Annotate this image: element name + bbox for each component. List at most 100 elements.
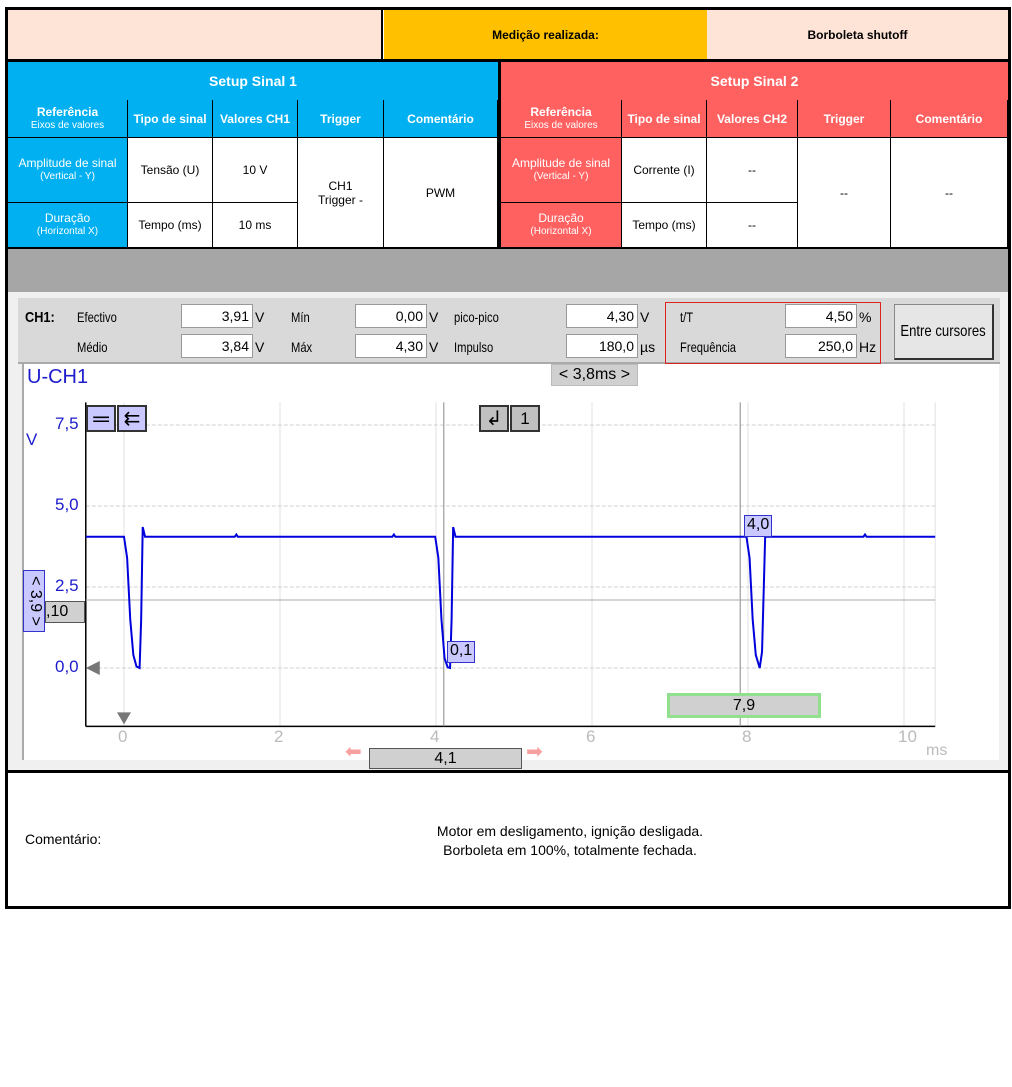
measurement-value: 180,0 [566,334,638,358]
header-label: Comentário [915,111,983,126]
comment-cell: -- [891,138,1008,248]
comment-line: Borboleta em 100%, totalmente fechada. [443,842,697,858]
row-ref: Amplitude de sinal [18,156,117,170]
volt-delta-label[interactable]: < 3,9 > [23,570,45,632]
trigger-channel[interactable]: 1 [510,405,540,432]
column-header: Valores CH2 [707,100,798,138]
channel-value: -- [748,218,756,232]
comment-label: Comentário: [25,831,102,847]
separator-band [8,248,1008,293]
y-tick-label: 7,5 [55,414,79,433]
column-header: Referência Eixos de valores [501,100,622,138]
x-tick-label: 2 [274,727,284,746]
measurement-unit: V [429,339,439,355]
row-ref-sub: (Vertical - Y) [533,171,589,182]
x-tick-label: 8 [742,727,752,746]
volt-delta-text: < 3,9 > [27,576,44,626]
y-tick-label: 5,0 [55,495,79,514]
header-label: Trigger [823,111,865,126]
y-axis-unit: V [26,430,38,449]
divider [8,59,1008,62]
setup-comment: PWM [425,185,456,200]
row-ref-sub: (Horizontal X) [530,226,592,237]
measurement-label: Máx [291,339,313,355]
column-header: Tipo de sinal [128,100,213,138]
header-label: Tipo de sinal [133,111,207,126]
report-frame [5,7,1011,909]
channel-value-cell: -- [707,138,798,203]
trigger-sub: Trigger - [318,192,363,207]
measurement-value: 250,0 [785,334,857,358]
scroll-right-arrow-icon[interactable]: ➡ [526,741,543,763]
measurement-label: t/T [680,309,694,325]
signal-type-cell: Tempo (ms) [128,203,213,248]
row-header: Duração (Horizontal X) [501,203,622,248]
measurement-value: 4,30 [566,304,638,328]
setup-comment: -- [945,185,953,200]
cursor-a-handle[interactable]: 4,1 [369,748,522,769]
signal-type-cell: Tensão (U) [128,138,213,203]
measurement-unit: µs [640,339,656,355]
measurement-value: 0,00 [355,304,427,328]
channel-title: U-CH1 [27,366,89,388]
between-cursors-label: Entre cursores [900,322,987,340]
row-ref-sub: (Vertical - Y) [40,171,95,182]
measurement-unit: V [255,309,265,325]
column-header: Valores CH1 [213,100,298,138]
channel-value-cell: -- [707,203,798,248]
header-sublabel: Eixos de valores [524,119,598,131]
equal-scale-icon[interactable]: ═ [86,405,116,432]
between-cursors-button[interactable]: Entre cursores [894,304,994,360]
row-header: Duração (Horizontal X) [8,203,128,248]
divider [8,770,1008,773]
comment-text: Motor em desligamento, ignição desligada… [300,822,840,860]
trigger-value: CH1 [328,178,353,193]
cursor-b-handle[interactable]: 7,9 [667,693,821,718]
header-label: Valores CH1 [219,111,291,126]
signal-type-cell: Corrente (I) [622,138,707,203]
y-tick-label: 0,0 [55,657,79,676]
measurement-label: Médio [77,339,108,355]
header-label: Trigger [320,111,361,126]
arrow-left-icon[interactable]: ⇇ [117,405,147,432]
row-ref: Duração [538,211,584,225]
header-label: Referência [36,104,99,119]
signal-type-cell: Tempo (ms) [622,203,707,248]
comment-cell: PWM [384,138,498,248]
channel-value: 10 ms [238,218,272,232]
x-tick-label: 6 [586,727,596,746]
measurement-label: Medição realizada: [384,10,707,60]
channel-label: CH1: [25,309,55,326]
measurement-unit: % [859,309,872,325]
y-tick-label: 2,5 [55,576,79,595]
measurement-label: Frequência [680,339,737,355]
duty-frequency-group [665,302,881,364]
channel-value: 10 V [242,163,268,177]
measurement-label: Mín [291,309,310,325]
signal-type: Corrente (I) [633,163,695,177]
trigger-cell: CH1 Trigger - [298,138,384,248]
header-label: Valores CH2 [716,111,788,126]
signal-type: Tempo (ms) [138,218,202,232]
row-ref: Amplitude de sinal [511,156,611,170]
scroll-left-arrow-icon[interactable]: ⬅ [345,741,362,763]
measurement-unit: Hz [859,339,877,355]
column-header: Referência Eixos de valores [8,100,128,138]
blank-cell [8,10,383,60]
column-header: Trigger [298,100,384,138]
row-header: Amplitude de sinal (Vertical - Y) [501,138,622,203]
measurement-label: Efectivo [77,309,117,325]
setup2-title: Setup Sinal 2 [501,62,1008,100]
trigger-position-marker-icon [117,712,131,725]
cursor-a-value: 0,1 [447,641,476,663]
channel-value-cell: 10 ms [213,203,298,248]
falling-edge-trigger-icon[interactable]: ↲ [479,405,509,432]
signal-type: Tensão (U) [140,163,200,177]
row-header: Amplitude de sinal (Vertical - Y) [8,138,128,203]
header-sublabel: Eixos de valores [30,119,105,131]
measurement-value: 3,84 [181,334,253,358]
column-header: Comentário [891,100,1008,138]
cursor-b-value: 4,0 [744,515,773,537]
h-cursor-label[interactable]: ,10 [45,601,85,623]
column-header: Tipo de sinal [622,100,707,138]
